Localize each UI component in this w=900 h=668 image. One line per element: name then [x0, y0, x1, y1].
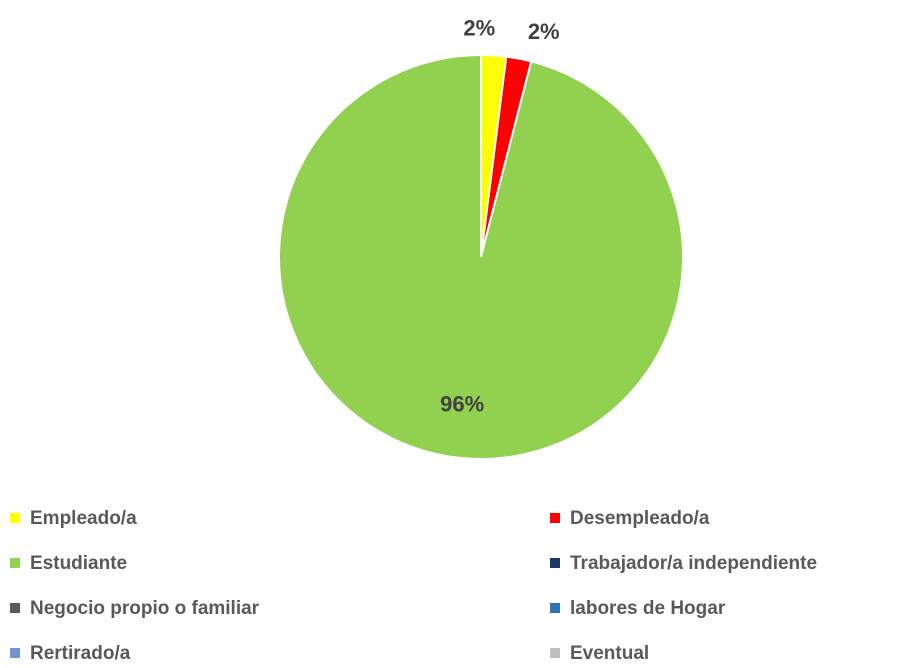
legend-label: Trabajador/a independiente [570, 553, 817, 574]
legend-label: Empleado/a [30, 508, 137, 529]
legend-swatch [550, 513, 560, 523]
legend-label: Eventual [570, 643, 649, 664]
legend-swatch [550, 648, 560, 658]
legend-label: Desempleado/a [570, 508, 710, 529]
legend-swatch [10, 513, 20, 523]
data-label: 2% [463, 15, 495, 40]
data-label: 96% [440, 392, 484, 417]
legend-label: Negocio propio o familiar [30, 598, 260, 619]
legend-swatch [550, 603, 560, 613]
legend-label: labores de Hogar [570, 598, 726, 619]
legend-label: Estudiante [30, 553, 127, 574]
legend-label: Rertirado/a [30, 643, 131, 664]
data-label: 2% [528, 19, 560, 44]
legend-swatch [10, 648, 20, 658]
legend-swatch [10, 558, 20, 568]
legend-swatch [10, 603, 20, 613]
legend-swatch [550, 558, 560, 568]
